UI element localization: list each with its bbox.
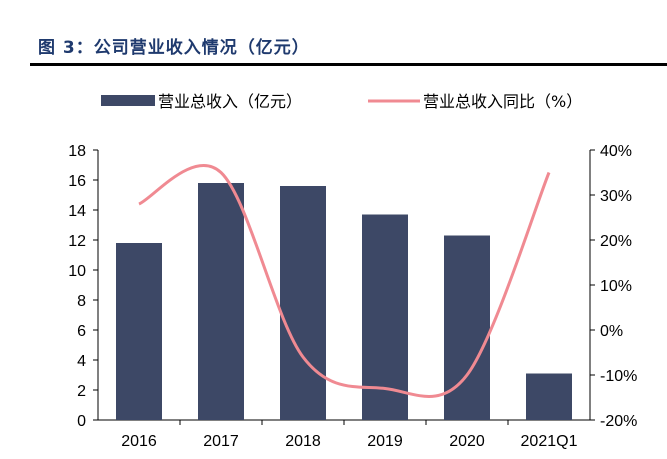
legend-label-line: 营业总收入同比（%） — [423, 92, 582, 111]
legend: 营业总收入（亿元） 营业总收入同比（%） — [101, 92, 582, 111]
title-rule — [30, 63, 667, 66]
bar — [198, 183, 244, 420]
y-left-tick-label: 6 — [77, 323, 86, 340]
axes: 0 2 4 6 8 10 12 14 16 18 -20% -10% 0% 10% 20% 30% 40% 201… — [68, 143, 637, 450]
x-tick-label: 2020 — [449, 433, 485, 450]
x-tick-label: 2018 — [285, 433, 321, 450]
x-tick-label: 2016 — [121, 433, 157, 450]
y-right-tick-label: 30% — [600, 188, 632, 205]
y-left-tick-label: 12 — [68, 233, 86, 250]
x-tick-label: 2019 — [367, 433, 403, 450]
y-left-tick-label: 2 — [77, 383, 86, 400]
y-right-tick-label: 20% — [600, 233, 632, 250]
yoy-line — [138, 164, 551, 398]
y-left-tick-label: 18 — [68, 143, 86, 160]
legend-label-bar: 营业总收入（亿元） — [158, 92, 302, 111]
y-left-tick-label: 16 — [68, 173, 86, 190]
bar — [116, 243, 162, 420]
y-right-tick-label: 10% — [600, 278, 632, 295]
y-right-tick-label: -10% — [600, 368, 637, 385]
x-tick-label: 2017 — [203, 433, 239, 450]
y-right-tick-label: 40% — [600, 143, 632, 160]
bar — [362, 214, 408, 420]
y-left-tick-label: 8 — [77, 293, 86, 310]
bar — [280, 186, 326, 420]
x-tick-label: 2021Q1 — [521, 433, 578, 450]
y-left-tick-label: 4 — [77, 353, 86, 370]
y-left-tick-label: 0 — [77, 413, 86, 430]
y-right-tick-label: 0% — [600, 323, 623, 340]
y-left-tick-label: 14 — [68, 203, 86, 220]
bar — [526, 373, 572, 420]
legend-swatch-bar — [101, 95, 155, 106]
line-series — [138, 164, 551, 398]
figure-title: 图 3：公司营业收入情况（亿元） — [38, 38, 310, 58]
y-right-tick-label: -20% — [600, 413, 637, 430]
bar — [444, 235, 490, 420]
y-left-tick-label: 10 — [68, 263, 86, 280]
